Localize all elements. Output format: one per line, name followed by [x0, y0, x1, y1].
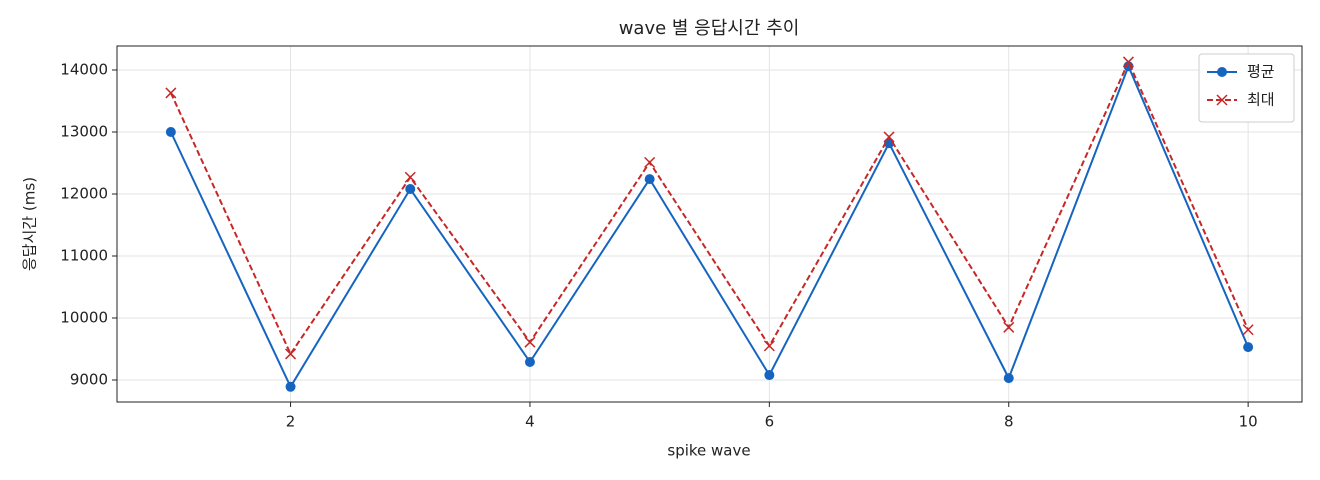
- y-tick-label: 11000: [60, 246, 108, 264]
- legend-marker: [1217, 67, 1227, 77]
- x-tick-label: 10: [1239, 413, 1258, 431]
- x-tick-label: 8: [1004, 413, 1014, 431]
- marker: [285, 348, 297, 360]
- marker: [1122, 56, 1134, 68]
- marker: [644, 174, 655, 185]
- legend-label: 평균: [1247, 63, 1275, 81]
- x-tick-label: 2: [286, 413, 296, 431]
- marker: [405, 184, 416, 195]
- y-tick-label: 13000: [60, 122, 108, 140]
- y-tick-label: 10000: [60, 308, 108, 326]
- legend-label: 최대: [1247, 91, 1275, 109]
- marker: [644, 156, 656, 168]
- x-tick-label: 4: [525, 413, 535, 431]
- marker: [404, 171, 416, 183]
- x-axis-label: spike wave: [667, 442, 750, 460]
- marker: [285, 381, 296, 392]
- marker: [165, 126, 176, 137]
- marker: [1243, 342, 1254, 353]
- x-tick-label: 6: [765, 413, 775, 431]
- series-line: [169, 63, 1250, 389]
- marker: [883, 131, 895, 143]
- marker: [1003, 321, 1015, 333]
- marker: [1242, 324, 1254, 336]
- marker: [763, 340, 775, 352]
- y-tick-label: 12000: [60, 184, 108, 202]
- y-tick-label: 14000: [60, 60, 108, 78]
- chart-title: wave 별 응답시간 추이: [619, 18, 800, 39]
- y-tick-label: 9000: [70, 370, 108, 388]
- marker: [764, 370, 775, 381]
- series-line: [169, 59, 1250, 356]
- marker: [524, 357, 535, 368]
- marker: [524, 336, 536, 348]
- marker: [1003, 373, 1014, 384]
- plot-frame: [116, 45, 1303, 403]
- marker: [165, 87, 177, 99]
- y-axis-label: 응답시간 (ms): [21, 177, 39, 271]
- marker: [884, 138, 895, 149]
- legend-marker: [1216, 94, 1228, 106]
